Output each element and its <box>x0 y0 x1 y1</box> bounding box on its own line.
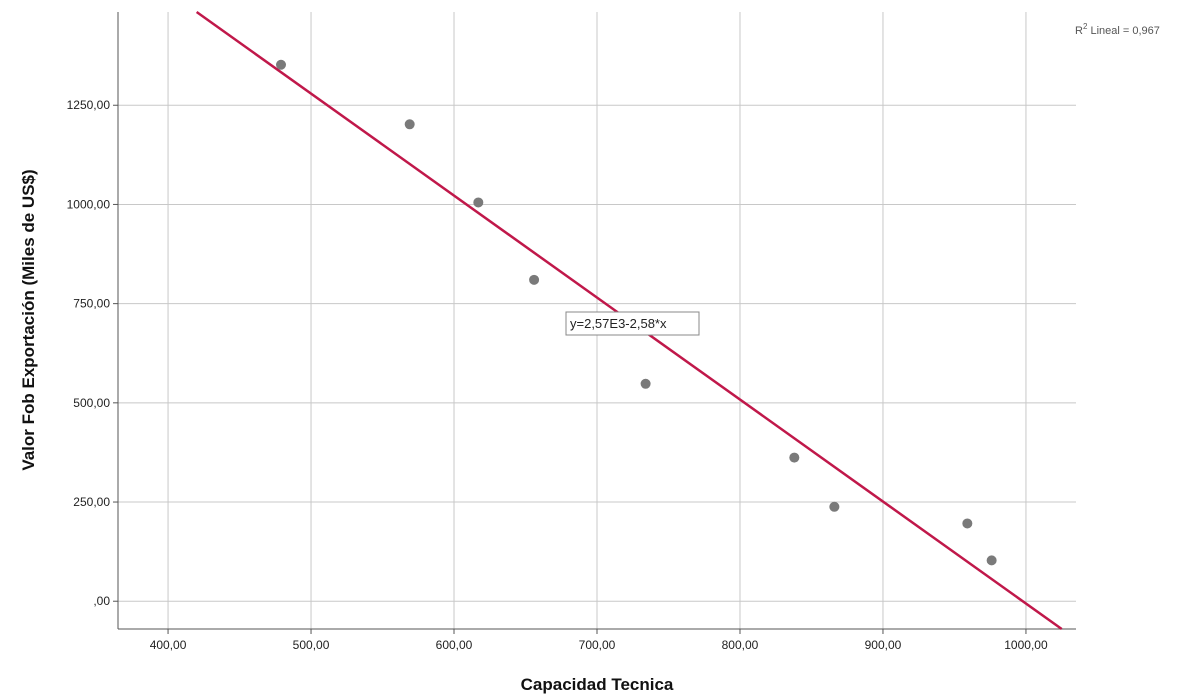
data-point <box>473 197 484 208</box>
equation-label-box: y=2,57E3-2,58*x <box>565 311 700 336</box>
y-tick-label: ,00 <box>93 594 110 608</box>
y-tick-label: 500,00 <box>73 396 110 410</box>
data-point <box>276 59 287 70</box>
grid-lines <box>118 12 1076 629</box>
data-point <box>829 501 840 512</box>
x-tick-label: 500,00 <box>293 638 330 652</box>
data-point <box>789 452 800 463</box>
r2-label-prefix: R <box>1075 25 1083 37</box>
x-tick-label: 600,00 <box>436 638 473 652</box>
r2-label: R2 Lineal = 0,967 <box>1075 22 1160 37</box>
x-axis-title: Capacidad Tecnica <box>521 675 674 694</box>
y-tick-label: 1250,00 <box>67 98 111 112</box>
data-point <box>529 274 540 285</box>
y-axis-title: Valor Fob Exportación (Miles de US$) <box>19 169 38 470</box>
r2-label-superscript: 2 <box>1083 22 1088 31</box>
x-tick-label: 800,00 <box>722 638 759 652</box>
data-point <box>962 518 973 529</box>
y-tick-labels: ,00 250,00 500,00 750,00 1000,00 1250,00 <box>67 98 118 608</box>
equation-label: y=2,57E3-2,58*x <box>570 316 667 331</box>
x-tick-label: 400,00 <box>150 638 187 652</box>
y-tick-label: 1000,00 <box>67 197 111 211</box>
data-point <box>986 555 997 566</box>
r2-label-suffix: Lineal = 0,967 <box>1087 25 1159 37</box>
data-points <box>276 59 997 566</box>
x-tick-labels: 400,00 500,00 600,00 700,00 800,00 900,00 1000… <box>150 629 1048 652</box>
y-tick-label: 250,00 <box>73 495 110 509</box>
data-point <box>404 119 415 130</box>
x-tick-label: 900,00 <box>865 638 902 652</box>
data-point <box>640 378 651 389</box>
x-tick-label: 700,00 <box>579 638 616 652</box>
x-tick-label: 1000,00 <box>1004 638 1048 652</box>
y-tick-label: 750,00 <box>73 297 110 311</box>
